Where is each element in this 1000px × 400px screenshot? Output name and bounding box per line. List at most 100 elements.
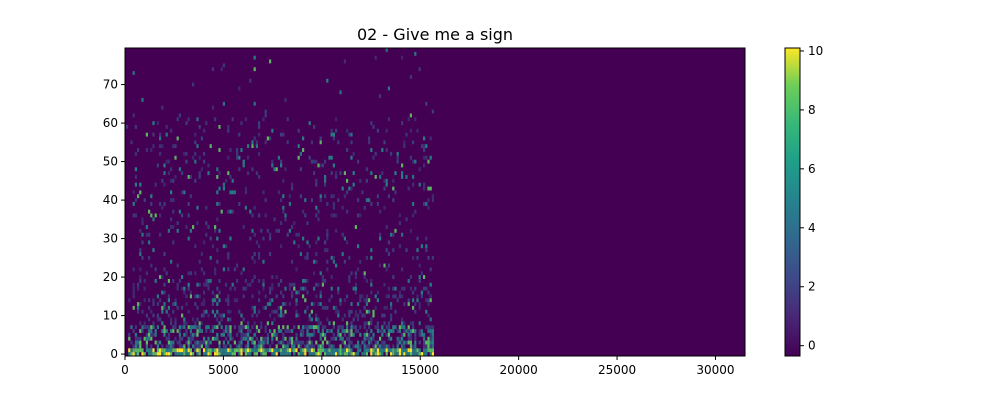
heatmap-cell <box>170 198 173 203</box>
heatmap-cell <box>229 352 232 356</box>
heatmap-cell <box>416 248 419 253</box>
heatmap-cell <box>394 171 397 176</box>
heatmap-cell <box>317 217 320 222</box>
heatmap-cell <box>172 302 175 306</box>
heatmap-cell <box>330 344 333 349</box>
heatmap-cell <box>350 325 353 330</box>
heatmap-cell <box>176 136 179 141</box>
heatmap-cell <box>339 348 342 353</box>
heatmap-cell <box>185 340 188 345</box>
heatmap-cell <box>200 329 203 333</box>
heatmap-cell <box>229 317 232 322</box>
heatmap-cell <box>233 352 236 356</box>
heatmap-cell <box>431 109 434 114</box>
heatmap-cell <box>167 348 170 353</box>
heatmap-cell <box>293 282 296 287</box>
heatmap-cell <box>222 244 225 249</box>
heatmap-cell <box>350 309 353 314</box>
heatmap-cell <box>176 228 179 233</box>
heatmap-cell <box>368 309 371 314</box>
heatmap-cell <box>282 313 285 318</box>
heatmap-cell <box>159 144 162 149</box>
heatmap-cell <box>429 282 432 287</box>
heatmap-cell <box>392 352 395 356</box>
heatmap-cell <box>231 190 234 195</box>
heatmap-cell <box>139 190 142 195</box>
heatmap-cell <box>165 309 168 314</box>
heatmap-cell <box>381 171 384 176</box>
heatmap-cell <box>218 348 221 353</box>
heatmap-cell <box>227 340 230 345</box>
heatmap-cell <box>423 136 426 141</box>
heatmap-cell <box>277 348 280 353</box>
heatmap-cell <box>304 286 307 291</box>
heatmap-cell <box>372 344 375 349</box>
heatmap-cell <box>429 344 432 349</box>
heatmap-cell <box>387 325 390 330</box>
heatmap-cell <box>143 279 146 283</box>
heatmap-cell <box>159 132 162 137</box>
heatmap-cell <box>280 132 283 137</box>
heatmap-cell <box>370 282 373 287</box>
heatmap-cell <box>218 313 221 318</box>
heatmap-cell <box>412 305 415 310</box>
heatmap-cell <box>264 329 267 333</box>
heatmap-cell <box>425 248 428 253</box>
heatmap-cell <box>187 117 190 122</box>
heatmap-cell <box>218 125 221 129</box>
heatmap-cell <box>214 348 217 353</box>
heatmap-cell <box>339 302 342 306</box>
heatmap-cell <box>137 286 140 291</box>
heatmap-cell <box>271 336 274 341</box>
heatmap-cell <box>231 117 234 122</box>
heatmap-cell <box>308 317 311 322</box>
heatmap-cell <box>383 321 386 326</box>
heatmap-cell <box>376 194 379 199</box>
heatmap-cell <box>240 121 243 126</box>
heatmap-cell <box>145 336 148 341</box>
heatmap-cell <box>229 325 232 330</box>
heatmap-cell <box>178 348 181 353</box>
heatmap-cell <box>317 302 320 306</box>
heatmap-cell <box>271 163 274 168</box>
heatmap-cell <box>240 148 243 152</box>
heatmap-cell <box>255 313 258 318</box>
heatmap-cell <box>350 352 353 356</box>
heatmap-cell <box>200 313 203 318</box>
heatmap-cell <box>189 352 192 356</box>
heatmap-cell <box>141 329 144 333</box>
heatmap-cell <box>258 255 261 260</box>
heatmap-cell <box>291 186 294 191</box>
heatmap-cell <box>150 325 153 330</box>
heatmap-cell <box>258 340 261 345</box>
heatmap-cell <box>291 329 294 333</box>
heatmap-cell <box>412 140 415 145</box>
heatmap-cell <box>178 167 181 172</box>
heatmap-cell <box>291 348 294 353</box>
heatmap-cell <box>352 182 355 187</box>
x-tick-label: 20000 <box>500 363 538 377</box>
heatmap-cell <box>288 348 291 353</box>
heatmap-cell <box>291 290 294 295</box>
heatmap-cell <box>165 159 168 164</box>
heatmap-cell <box>343 332 346 337</box>
heatmap-cell <box>203 282 206 287</box>
heatmap-cell <box>141 221 144 226</box>
heatmap-cell <box>352 317 355 322</box>
heatmap-cell <box>187 271 190 276</box>
heatmap-cell <box>308 313 311 318</box>
heatmap-cell <box>332 136 335 141</box>
heatmap-cell <box>306 325 309 330</box>
heatmap-cell <box>211 105 214 110</box>
heatmap-cell <box>387 332 390 337</box>
heatmap-cell <box>297 128 300 133</box>
heatmap-cell <box>264 305 267 310</box>
heatmap-cell <box>194 321 197 326</box>
heatmap-cell <box>207 225 210 229</box>
heatmap-cell <box>306 348 309 353</box>
heatmap-cell <box>277 190 280 195</box>
heatmap-cell <box>414 209 417 214</box>
heatmap-cell <box>167 294 170 299</box>
heatmap-cell <box>341 186 344 191</box>
heatmap-cell <box>381 325 384 330</box>
